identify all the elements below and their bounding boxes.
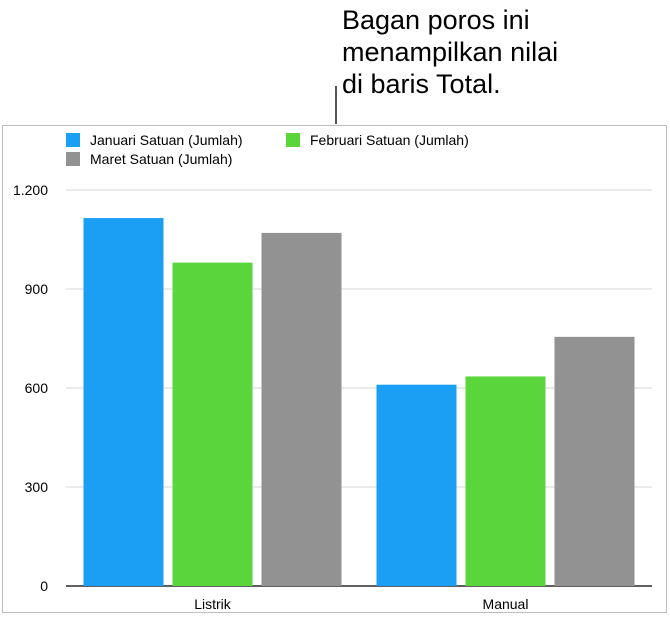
bar xyxy=(172,262,253,586)
chart-frame xyxy=(2,125,667,613)
y-tick-label: 600 xyxy=(25,380,49,396)
y-axis-ticks: 0 300 600 900 1.200 xyxy=(13,182,48,594)
bar xyxy=(261,232,342,586)
legend-swatch xyxy=(286,133,300,147)
legend: Januari Satuan (Jumlah) Februari Satuan (… xyxy=(66,132,469,167)
x-axis-labels: Listrik Manual xyxy=(194,596,528,612)
legend-swatch xyxy=(66,133,80,147)
legend-label: Februari Satuan (Jumlah) xyxy=(310,132,469,148)
legend-label: Maret Satuan (Jumlah) xyxy=(90,151,232,167)
callout-leader-line xyxy=(335,86,337,124)
bar xyxy=(465,376,546,586)
legend-swatch xyxy=(66,152,80,166)
y-tick-label: 300 xyxy=(25,479,49,495)
x-category-label: Listrik xyxy=(194,596,232,612)
gridlines xyxy=(66,189,652,587)
legend-label: Januari Satuan (Jumlah) xyxy=(90,132,243,148)
callout-text: Bagan poros ini menampilkan nilai di bar… xyxy=(342,5,559,99)
bar xyxy=(376,384,457,586)
bars xyxy=(83,218,635,587)
y-tick-label: 900 xyxy=(25,281,49,297)
bar xyxy=(554,336,635,586)
y-tick-label: 1.200 xyxy=(13,182,48,198)
bar xyxy=(83,218,164,587)
x-category-label: Manual xyxy=(483,596,529,612)
y-tick-label: 0 xyxy=(40,578,48,594)
